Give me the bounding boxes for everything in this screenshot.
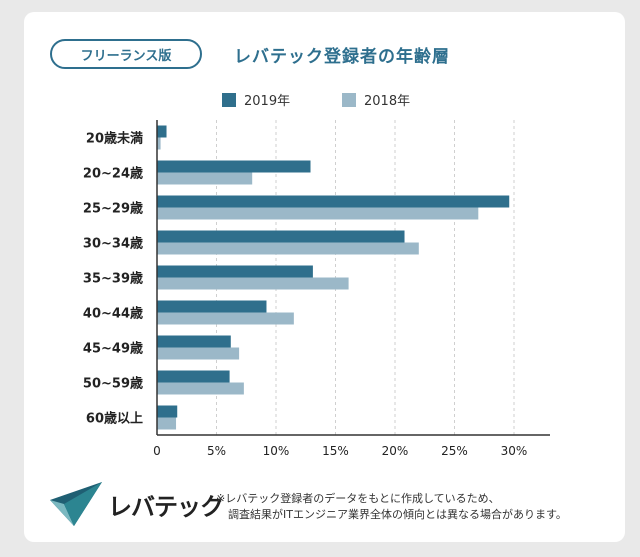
category-label: 20歳未満 bbox=[86, 131, 143, 147]
chart-title: レバテック登録者の年齢層 bbox=[234, 47, 450, 67]
bar-2018-7 bbox=[157, 382, 244, 395]
category-label: 40~44歳 bbox=[83, 306, 143, 322]
bar-2019-8 bbox=[157, 405, 178, 418]
category-label: 20~24歳 bbox=[83, 166, 143, 182]
bar-2019-0 bbox=[157, 125, 167, 138]
edition-badge-label: フリーランス版 bbox=[80, 48, 172, 64]
bar-2018-8 bbox=[157, 417, 177, 430]
levtech-logo-icon bbox=[50, 482, 102, 526]
bar-2019-1 bbox=[157, 160, 311, 173]
bar-2018-0 bbox=[157, 137, 161, 150]
x-tick-label: 5% bbox=[207, 444, 226, 458]
legend-label-2018: 2018年 bbox=[364, 94, 411, 109]
bar-2019-3 bbox=[157, 230, 405, 243]
bar-2019-2 bbox=[157, 195, 510, 208]
logo-text: レバテック bbox=[108, 492, 224, 521]
category-label: 50~59歳 bbox=[83, 376, 143, 392]
legend-item-2019: 2019年 bbox=[222, 90, 290, 109]
footnote-line-1: ※レバテック登録者のデータをもとに作成しているため、 bbox=[216, 492, 500, 505]
x-tick-label: 0 bbox=[153, 444, 161, 458]
bar-2019-5 bbox=[157, 300, 267, 313]
bar-2018-2 bbox=[157, 207, 479, 220]
footnote: ※レバテック登録者のデータをもとに作成しているため、 調査結果がITエンジニア業… bbox=[216, 491, 567, 523]
legend-item-2018: 2018年 bbox=[342, 90, 410, 109]
category-label: 45~49歳 bbox=[83, 341, 143, 357]
x-tick-label: 30% bbox=[501, 444, 528, 458]
x-tick-label: 10% bbox=[263, 444, 290, 458]
x-tick-label: 25% bbox=[441, 444, 468, 458]
legend-swatch-2018 bbox=[342, 92, 356, 107]
category-label: 25~29歳 bbox=[83, 201, 143, 217]
footnote-line-2: 調査結果がITエンジニア業界全体の傾向とは異なる場合があります。 bbox=[228, 508, 567, 521]
x-tick-label: 20% bbox=[382, 444, 409, 458]
bar-2019-6 bbox=[157, 335, 231, 348]
chart-card bbox=[24, 12, 625, 542]
levtech-logo: レバテック bbox=[50, 482, 224, 526]
bar-2018-4 bbox=[157, 277, 349, 290]
legend-label-2019: 2019年 bbox=[244, 94, 291, 109]
edition-badge: フリーランス版 bbox=[50, 39, 202, 69]
bar-2018-3 bbox=[157, 242, 419, 255]
category-label: 35~39歳 bbox=[83, 271, 143, 287]
bar-2019-7 bbox=[157, 370, 230, 383]
legend-swatch-2019 bbox=[222, 92, 236, 107]
x-tick-label: 15% bbox=[322, 444, 349, 458]
bar-2018-6 bbox=[157, 347, 240, 360]
bar-2018-5 bbox=[157, 312, 294, 325]
bar-2019-4 bbox=[157, 265, 313, 278]
category-label: 30~34歳 bbox=[83, 236, 143, 252]
bar-2018-1 bbox=[157, 172, 253, 185]
category-label: 60歳以上 bbox=[86, 411, 143, 427]
